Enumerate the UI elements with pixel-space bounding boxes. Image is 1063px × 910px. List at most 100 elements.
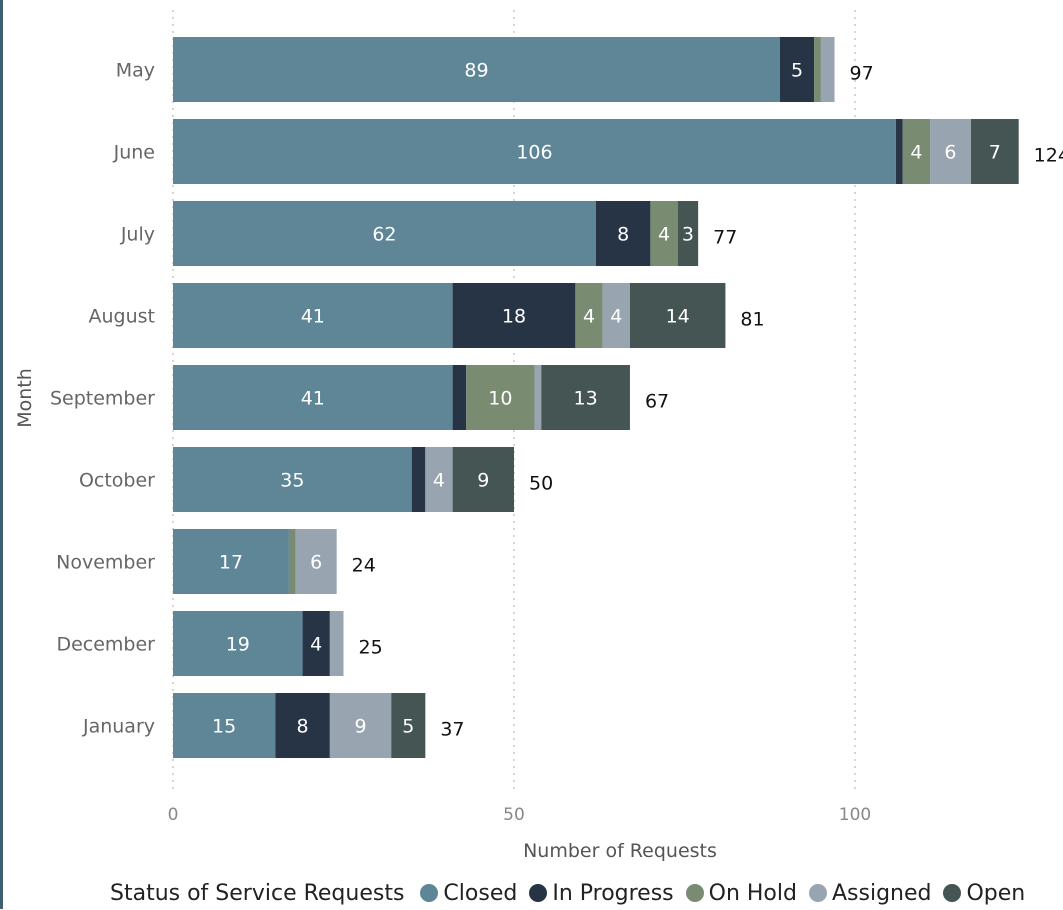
- legend: Status of Service Requests Closed In Pro…: [110, 876, 1037, 910]
- category-label-september: September: [50, 388, 155, 410]
- bar-may-assigned[interactable]: [820, 37, 835, 102]
- bar-may-on-hold[interactable]: [814, 37, 821, 102]
- total-label-july: 77: [713, 227, 737, 249]
- category-label-june: June: [113, 142, 155, 164]
- bar-june-closed[interactable]: [173, 119, 896, 184]
- category-labels: May June July August September October Novembe…: [50, 60, 155, 738]
- x-tick-labels: 0 50 100: [168, 805, 872, 825]
- data-label-july-closed: 62: [372, 224, 396, 246]
- total-label-may: 97: [850, 63, 874, 85]
- data-label-may-closed: 89: [464, 60, 488, 82]
- bar-july-closed[interactable]: [173, 201, 596, 266]
- bar-september-on-hold[interactable]: [466, 365, 535, 430]
- bar-august-assigned[interactable]: [602, 283, 630, 348]
- data-label-june-on-hold: 4: [910, 142, 922, 164]
- bar-october-in-progress[interactable]: [411, 447, 426, 512]
- legend-item-assigned[interactable]: Assigned: [808, 880, 932, 906]
- total-label-august: 81: [740, 309, 764, 331]
- legend-item-closed[interactable]: Closed: [420, 881, 517, 906]
- legend-title: Status of Service Requests: [110, 880, 405, 906]
- category-label-july: July: [120, 224, 155, 246]
- bar-november-on-hold[interactable]: [288, 529, 296, 594]
- bar-june-assigned[interactable]: [930, 119, 971, 184]
- data-label-january-open: 5: [402, 716, 414, 738]
- bar-july-on-hold[interactable]: [650, 201, 678, 266]
- bar-august-on-hold[interactable]: [575, 283, 603, 348]
- total-label-october: 50: [529, 473, 553, 495]
- data-label-august-on-hold: 4: [583, 306, 595, 328]
- bar-december-in-progress[interactable]: [302, 611, 330, 676]
- bar-december-assigned[interactable]: [329, 611, 344, 676]
- y-axis-title: Month: [14, 368, 36, 428]
- bar-december-closed[interactable]: [173, 611, 303, 676]
- bar-june-on-hold[interactable]: [902, 119, 931, 184]
- bar-august-in-progress[interactable]: [452, 283, 576, 348]
- total-label-december: 25: [359, 637, 383, 659]
- bar-october-assigned[interactable]: [425, 447, 453, 512]
- bars-group: 8959710646712462843774118441481411013673…: [173, 37, 1063, 758]
- legend-dot-open: [943, 884, 962, 902]
- data-label-october-assigned: 4: [433, 470, 445, 492]
- legend-label-open: Open: [966, 880, 1026, 906]
- data-label-november-closed: 17: [219, 552, 243, 574]
- legend-item-in-progress[interactable]: In Progress: [529, 880, 674, 906]
- legend-dot-on-hold: [685, 884, 704, 902]
- data-label-september-open: 13: [574, 388, 598, 410]
- stacked-bar-chart: 8959710646712462843774118441481411013673…: [14, 10, 1063, 862]
- legend-label-assigned: Assigned: [831, 880, 932, 906]
- category-label-december: December: [56, 634, 155, 656]
- bar-june-in-progress[interactable]: [895, 119, 903, 184]
- legend-item-open[interactable]: Open: [943, 881, 1025, 906]
- bar-july-open[interactable]: [677, 201, 699, 266]
- data-label-august-assigned: 4: [610, 306, 622, 328]
- data-label-august-open: 14: [666, 306, 690, 328]
- bar-october-closed[interactable]: [173, 447, 412, 512]
- legend-item-on-hold[interactable]: On Hold: [685, 880, 797, 906]
- data-label-september-closed: 41: [301, 388, 325, 410]
- bar-september-assigned[interactable]: [534, 365, 542, 430]
- data-label-august-closed: 41: [301, 306, 325, 328]
- data-label-june-open: 7: [989, 142, 1001, 164]
- data-label-october-closed: 35: [280, 470, 304, 492]
- data-label-january-assigned: 9: [355, 716, 367, 738]
- legend-dot-assigned: [808, 884, 827, 902]
- data-label-november-assigned: 6: [310, 552, 322, 574]
- data-label-december-in-progress: 4: [310, 634, 322, 656]
- bar-january-closed[interactable]: [173, 693, 276, 758]
- legend-label-in-progress: In Progress: [552, 880, 674, 906]
- x-tick-label-100: 100: [839, 805, 871, 825]
- bar-june-open[interactable]: [970, 119, 1019, 184]
- bar-october-open[interactable]: [452, 447, 514, 512]
- bar-january-in-progress[interactable]: [275, 693, 330, 758]
- bar-january-open[interactable]: [391, 693, 426, 758]
- bar-may-closed[interactable]: [173, 37, 780, 102]
- bar-september-in-progress[interactable]: [452, 365, 467, 430]
- x-tick-label-0: 0: [168, 805, 179, 825]
- data-label-january-in-progress: 8: [297, 716, 309, 738]
- bar-january-assigned[interactable]: [329, 693, 392, 758]
- data-label-january-closed: 15: [212, 716, 236, 738]
- legend-dot-in-progress: [529, 884, 548, 902]
- bar-september-open[interactable]: [541, 365, 630, 430]
- category-label-august: August: [89, 306, 156, 328]
- data-label-october-open: 9: [477, 470, 489, 492]
- data-label-july-in-progress: 8: [617, 224, 629, 246]
- bar-september-closed[interactable]: [173, 365, 453, 430]
- bar-august-open[interactable]: [629, 283, 726, 348]
- legend-label-closed: Closed: [443, 880, 518, 906]
- total-label-september: 67: [645, 391, 669, 413]
- data-label-june-assigned: 6: [944, 142, 956, 164]
- data-label-june-closed: 106: [516, 142, 552, 164]
- legend-dot-closed: [420, 884, 439, 902]
- bar-november-assigned[interactable]: [295, 529, 337, 594]
- legend-label-on-hold: On Hold: [708, 880, 797, 906]
- bar-july-in-progress[interactable]: [595, 201, 651, 266]
- data-label-may-in-progress: 5: [791, 60, 803, 82]
- bar-august-closed[interactable]: [173, 283, 453, 348]
- total-label-june: 124: [1034, 145, 1063, 167]
- x-tick-label-50: 50: [503, 805, 525, 825]
- bar-may-in-progress[interactable]: [779, 37, 815, 102]
- bar-november-closed[interactable]: [173, 529, 289, 594]
- category-label-october: October: [79, 470, 155, 492]
- category-label-may: May: [116, 60, 155, 82]
